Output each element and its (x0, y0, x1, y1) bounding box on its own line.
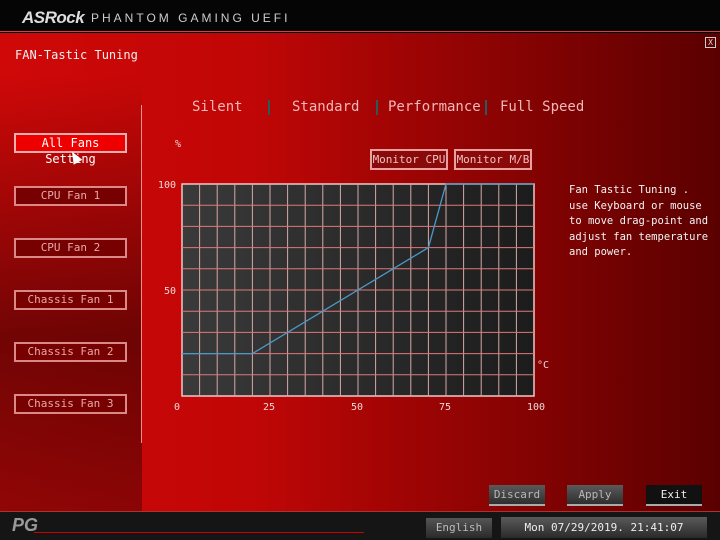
help-text: Fan Tastic Tuning . use Keyboard or mous… (569, 184, 709, 258)
sidebar-item-chassis-fan-2[interactable]: Chassis Fan 2 (14, 342, 127, 362)
monitor-mb-button[interactable]: Monitor M/B (454, 149, 532, 170)
phantom-gaming-logo: PG (12, 515, 39, 535)
close-button[interactable]: X (705, 37, 716, 48)
exit-button[interactable]: Exit (646, 485, 702, 506)
y-tick-label: 100 (158, 180, 176, 191)
header-subtitle: PHANTOM GAMING UEFI (91, 11, 291, 25)
x-tick-label: 50 (351, 402, 363, 413)
footer-bar: PG English Mon 07/29/2019. 21:41:07 (0, 511, 720, 540)
tab-full-speed[interactable]: Full Speed (500, 99, 585, 115)
sidebar-item-all-fans-setting[interactable]: All Fans Setting (14, 133, 127, 166)
sidebar-item-cpu-fan-1[interactable]: CPU Fan 1 (14, 186, 127, 206)
monitor-cpu-button[interactable]: Monitor CPU (370, 149, 448, 170)
tab-performance[interactable]: Performance (388, 99, 481, 115)
page-title: FAN-Tastic Tuning (15, 48, 138, 62)
fan-curve-chart[interactable]: % °C 0 25 50 75 100 50 100 (150, 130, 550, 420)
y-axis-label: % (175, 139, 181, 150)
discard-button[interactable]: Discard (489, 485, 545, 506)
datetime-display: Mon 07/29/2019. 21:41:07 (501, 517, 707, 538)
sidebar-item-chassis-fan-1[interactable]: Chassis Fan 1 (14, 290, 127, 310)
apply-button[interactable]: Apply (567, 485, 623, 506)
grid (182, 184, 534, 396)
fan-curve-line[interactable] (182, 183, 534, 355)
tab-separator (268, 100, 270, 115)
asrock-logo: ASRock (22, 8, 85, 27)
language-button[interactable]: English (426, 518, 492, 538)
tab-separator (485, 100, 487, 115)
sidebar-divider (141, 105, 142, 443)
main-panel: FAN-Tastic Tuning X All Fans Setting CPU… (0, 33, 720, 513)
x-tick-label: 0 (174, 402, 180, 413)
top-bar: ASRock PHANTOM GAMING UEFI (0, 0, 720, 32)
tab-silent[interactable]: Silent (192, 99, 243, 115)
x-axis-label: °C (537, 360, 549, 371)
tab-separator (376, 100, 378, 115)
x-tick-label: 25 (263, 402, 275, 413)
sidebar-item-chassis-fan-3[interactable]: Chassis Fan 3 (14, 394, 127, 414)
tab-standard[interactable]: Standard (292, 99, 360, 115)
y-tick-label: 50 (164, 286, 176, 297)
sidebar-item-cpu-fan-2[interactable]: CPU Fan 2 (14, 238, 127, 258)
x-tick-label: 100 (527, 402, 545, 413)
x-tick-label: 75 (439, 402, 451, 413)
footer-accent-line (34, 532, 364, 533)
